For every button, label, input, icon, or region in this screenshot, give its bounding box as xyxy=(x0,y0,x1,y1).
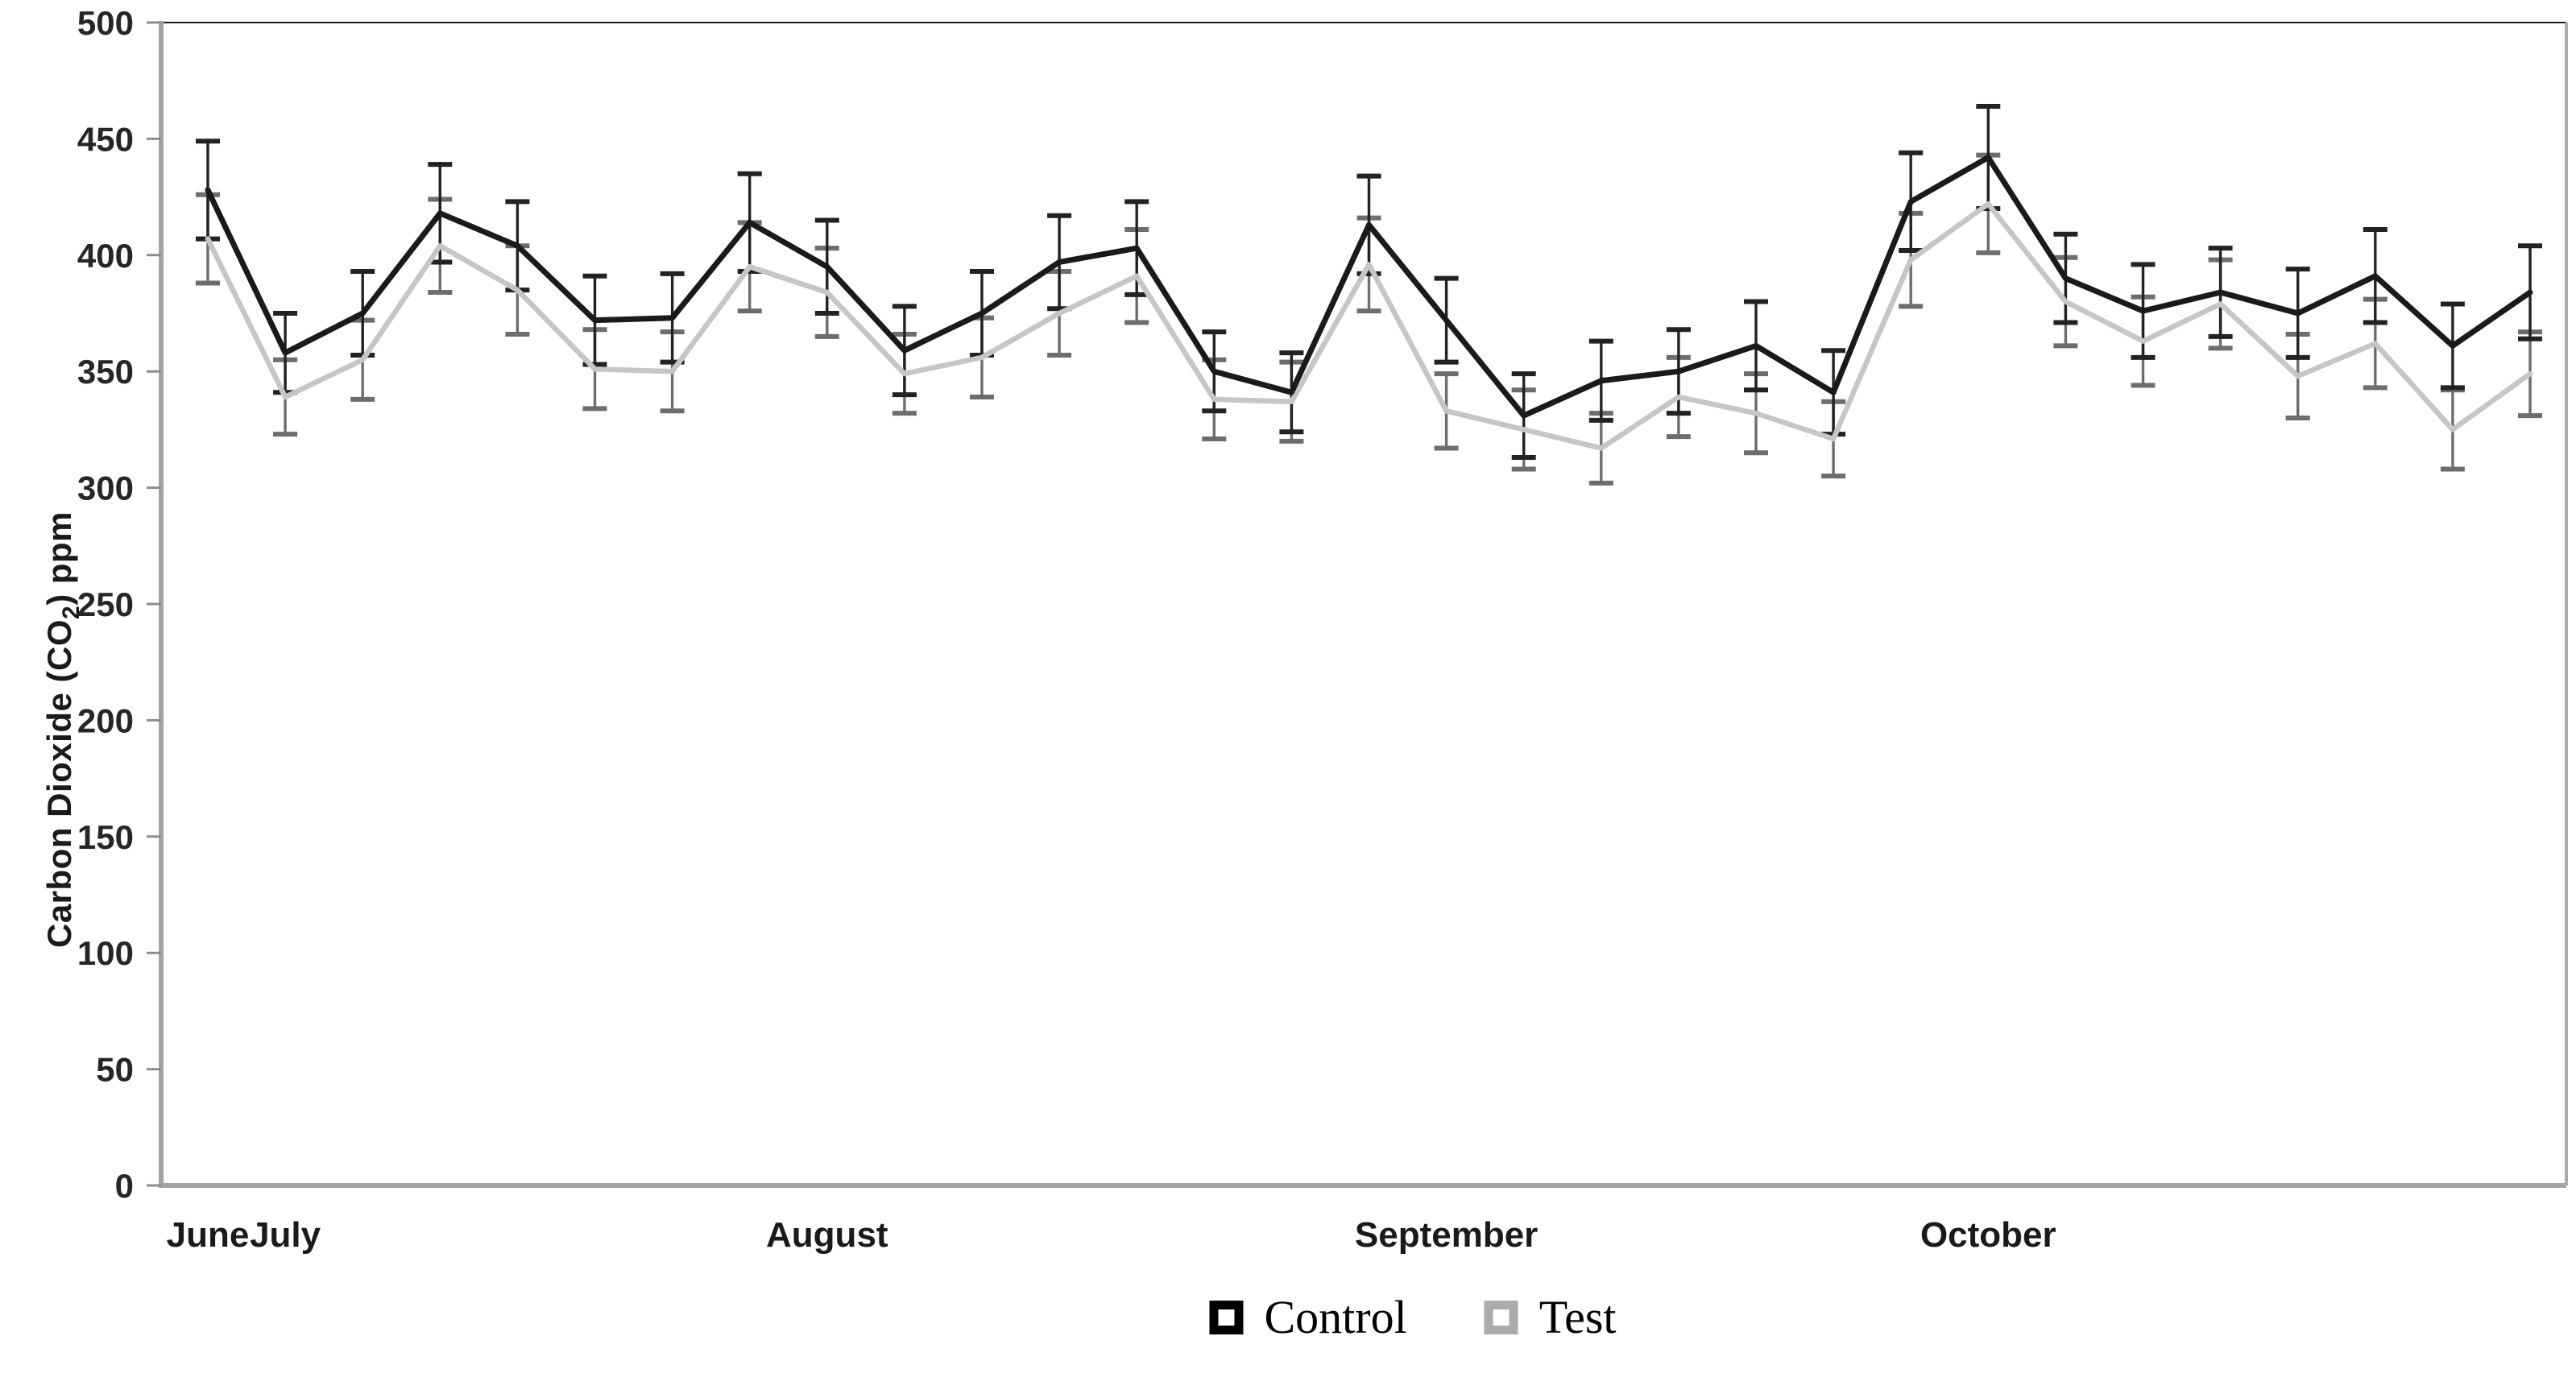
svg-text:October: October xyxy=(1920,1215,2056,1255)
svg-text:250: 250 xyxy=(77,585,134,623)
y-axis-title: Carbon Dioxide (CO2) ppm xyxy=(40,407,85,1052)
control-swatch-icon xyxy=(1209,1300,1244,1334)
svg-text:0: 0 xyxy=(115,1167,134,1205)
y-axis-title-units: ) ppm xyxy=(40,511,78,606)
y-axis-title-text: Carbon Dioxide (CO xyxy=(40,618,78,949)
svg-text:450: 450 xyxy=(77,120,134,158)
test-swatch-icon xyxy=(1484,1300,1518,1334)
svg-text:300: 300 xyxy=(77,470,134,507)
y-axis-title-subscript: 2 xyxy=(58,605,85,619)
svg-text:350: 350 xyxy=(77,353,134,391)
legend-item-control: Control xyxy=(1209,1290,1407,1344)
legend-item-test: Test xyxy=(1484,1290,1617,1344)
legend: Control Test xyxy=(1209,1290,1617,1344)
svg-text:June: June xyxy=(167,1215,250,1255)
svg-text:August: August xyxy=(766,1215,888,1255)
legend-label-test: Test xyxy=(1539,1291,1617,1343)
svg-text:July: July xyxy=(250,1215,321,1255)
svg-text:150: 150 xyxy=(77,818,134,856)
svg-text:50: 50 xyxy=(96,1051,134,1089)
legend-label-control: Control xyxy=(1264,1291,1407,1343)
svg-text:200: 200 xyxy=(77,701,134,739)
svg-text:400: 400 xyxy=(77,237,134,275)
svg-text:September: September xyxy=(1355,1215,1538,1255)
svg-text:100: 100 xyxy=(77,934,134,972)
svg-text:500: 500 xyxy=(77,4,134,42)
